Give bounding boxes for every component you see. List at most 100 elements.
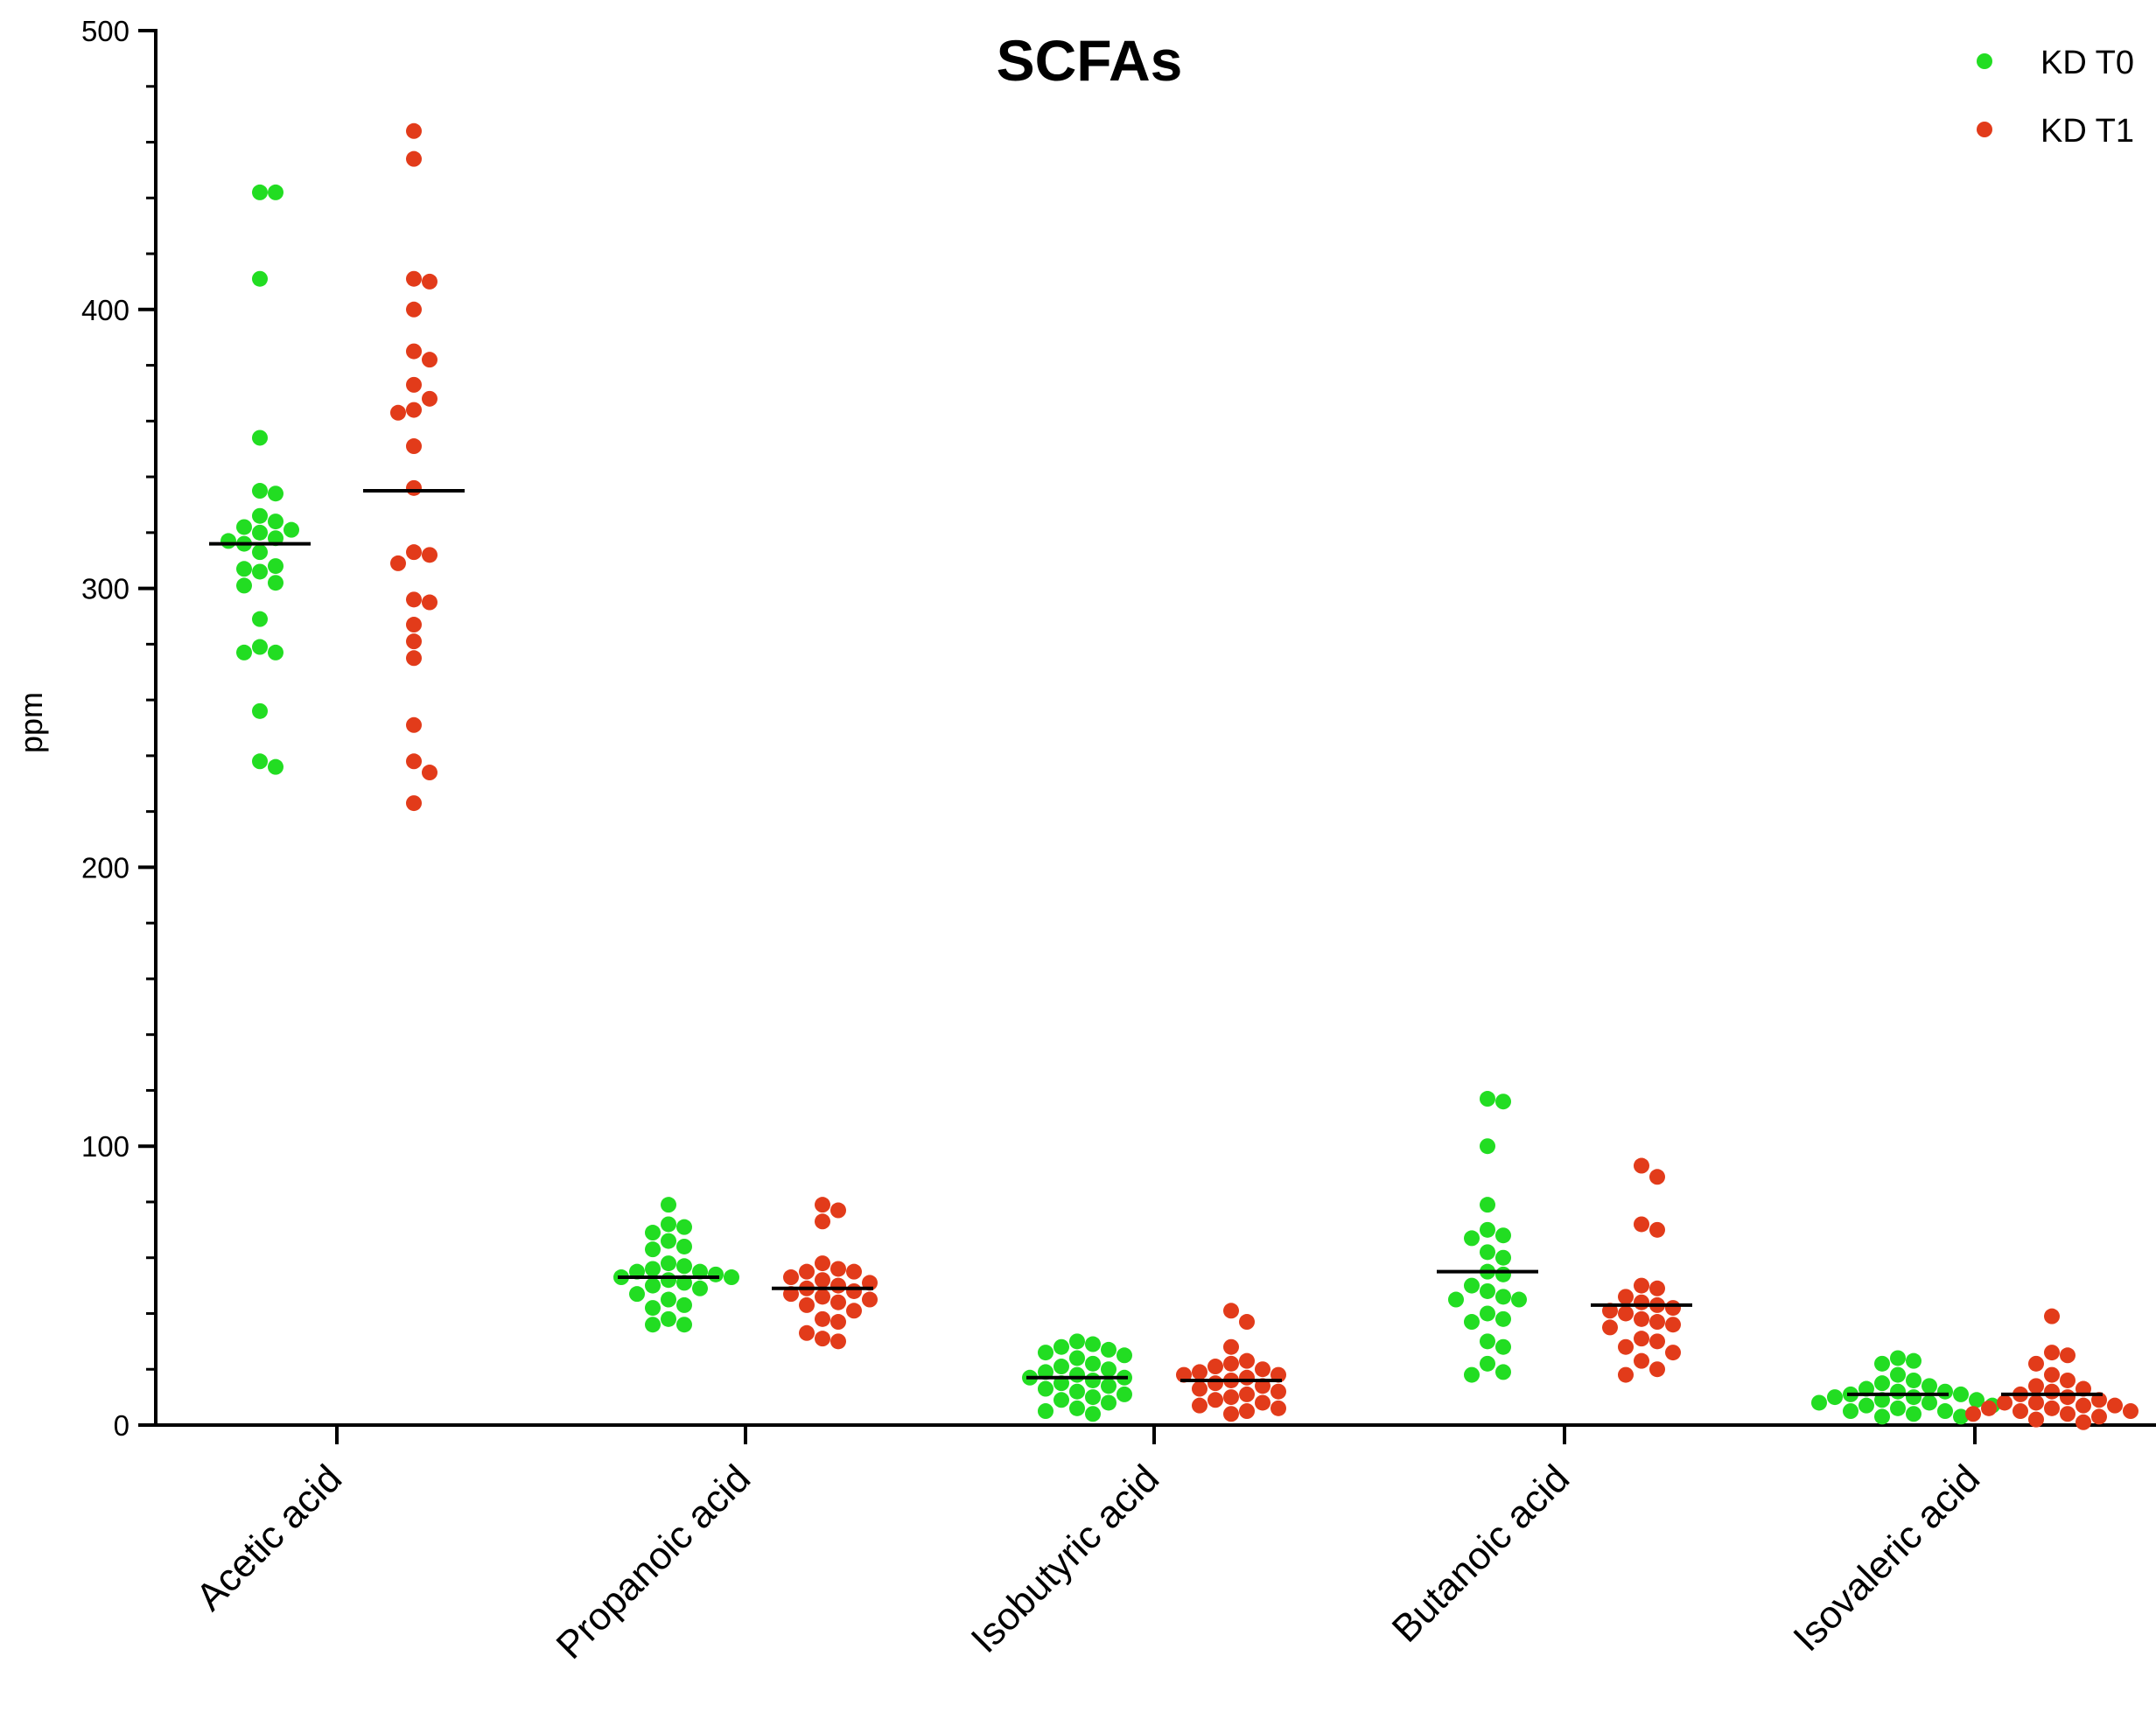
data-point xyxy=(1085,1336,1101,1352)
data-point xyxy=(406,795,422,812)
data-point xyxy=(1858,1397,1874,1414)
data-point xyxy=(236,577,252,594)
data-point xyxy=(1239,1403,1255,1420)
y-tick-label: 100 xyxy=(81,1130,130,1163)
data-point xyxy=(815,1255,830,1272)
legend-marker xyxy=(1977,122,1992,137)
data-point xyxy=(830,1277,846,1294)
median-lines xyxy=(209,489,2103,1396)
data-point xyxy=(268,184,284,200)
data-point xyxy=(1054,1392,1069,1408)
data-point xyxy=(2028,1394,2044,1411)
data-point xyxy=(1495,1310,1511,1327)
data-point xyxy=(676,1317,692,1333)
data-point xyxy=(2123,1403,2138,1420)
data-point xyxy=(1116,1347,1132,1364)
data-point xyxy=(1495,1338,1511,1355)
data-point xyxy=(1085,1372,1101,1388)
data-point xyxy=(1665,1300,1681,1317)
data-point xyxy=(830,1333,846,1350)
data-point xyxy=(1223,1389,1239,1406)
data-point xyxy=(815,1331,830,1347)
data-point xyxy=(1239,1386,1255,1402)
data-point xyxy=(1874,1408,1890,1425)
data-point xyxy=(815,1310,830,1327)
data-point xyxy=(1981,1400,1997,1416)
data-point xyxy=(406,376,422,393)
data-point xyxy=(645,1300,661,1317)
legend-label: KD T1 xyxy=(2040,113,2134,150)
data-point xyxy=(830,1294,846,1310)
data-point xyxy=(406,438,422,455)
data-point xyxy=(1665,1345,1681,1361)
data-point xyxy=(1665,1317,1681,1333)
data-point xyxy=(406,650,422,667)
data-point xyxy=(1890,1383,1906,1400)
data-point xyxy=(252,702,268,719)
data-point xyxy=(1208,1359,1223,1375)
data-point xyxy=(236,644,252,660)
data-point xyxy=(406,343,422,360)
data-point xyxy=(1208,1392,1223,1408)
data-point xyxy=(645,1277,661,1294)
data-point xyxy=(1480,1244,1495,1261)
y-tick-label: 300 xyxy=(81,573,130,605)
data-point xyxy=(1085,1406,1101,1422)
data-point xyxy=(1890,1350,1906,1366)
data-point xyxy=(830,1314,846,1331)
data-point xyxy=(1649,1221,1665,1238)
data-point xyxy=(1192,1380,1208,1397)
y-axis-label: ppm xyxy=(13,692,49,753)
data-point xyxy=(661,1255,676,1272)
data-point xyxy=(406,270,422,287)
data-point xyxy=(1270,1400,1286,1416)
data-point xyxy=(676,1296,692,1313)
data-point xyxy=(830,1261,846,1277)
data-point xyxy=(284,521,299,538)
data-point xyxy=(1495,1094,1511,1110)
data-point xyxy=(815,1197,830,1213)
data-point xyxy=(406,591,422,608)
data-point xyxy=(1811,1394,1827,1411)
data-point xyxy=(1997,1394,2012,1411)
data-point xyxy=(1480,1282,1495,1299)
data-point xyxy=(1922,1378,1937,1394)
data-point xyxy=(846,1263,862,1280)
data-point xyxy=(252,544,268,561)
data-point xyxy=(406,150,422,167)
data-point xyxy=(1239,1369,1255,1386)
data-point xyxy=(846,1303,862,1319)
data-point xyxy=(1965,1406,1981,1422)
data-point xyxy=(661,1291,676,1308)
data-point xyxy=(1255,1394,1270,1411)
data-point xyxy=(252,611,268,627)
data-point xyxy=(1101,1394,1116,1411)
data-point xyxy=(1480,1197,1495,1213)
data-point xyxy=(1208,1375,1223,1392)
data-point xyxy=(268,558,284,575)
data-point xyxy=(2028,1355,2044,1372)
y-tick-label: 400 xyxy=(81,294,130,326)
data-point xyxy=(1085,1355,1101,1372)
data-point xyxy=(406,301,422,318)
data-point xyxy=(220,533,236,549)
data-point xyxy=(1464,1230,1480,1247)
data-point xyxy=(422,352,438,368)
data-point xyxy=(1239,1352,1255,1369)
data-point xyxy=(661,1272,676,1289)
data-point xyxy=(1906,1372,1922,1388)
data-point xyxy=(1464,1277,1480,1294)
data-point xyxy=(645,1317,661,1333)
data-point xyxy=(252,483,268,500)
data-point xyxy=(1843,1403,1858,1420)
data-point xyxy=(1634,1277,1649,1294)
chart-title: SCFAs xyxy=(997,28,1183,93)
data-points xyxy=(220,122,2138,1430)
y-tick-label: 500 xyxy=(81,15,130,47)
legend-marker xyxy=(1977,53,1992,69)
data-point xyxy=(1223,1406,1239,1422)
data-point xyxy=(1634,1352,1649,1369)
data-point xyxy=(1448,1291,1464,1308)
x-tick-label: Acetic acid xyxy=(188,1457,350,1618)
